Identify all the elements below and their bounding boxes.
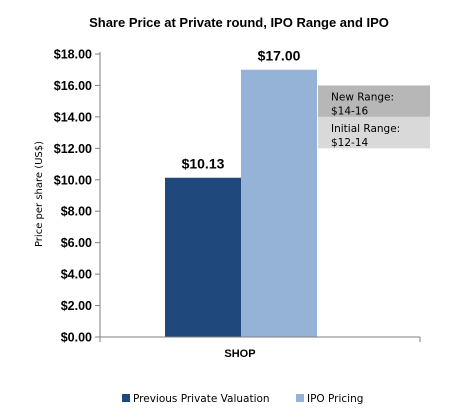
- y-axis-ticks: $0.00 $2.00 $4.00 $6.00 $8.00 $10.00 $12.00 $14…: [54, 48, 100, 345]
- range-box-1: [318, 116, 430, 149]
- bar-ipo-pricing: [241, 69, 317, 337]
- range-box-0: [318, 85, 430, 117]
- legend: Previous Private Valuation IPO Pricing: [122, 393, 363, 405]
- data-labels: $10.13 $17.00: [182, 48, 301, 172]
- y-tick-label-4: $8.00: [61, 205, 92, 219]
- legend-label-0: Previous Private Valuation: [133, 393, 270, 405]
- chart-title: Share Price at Private round, IPO Range …: [89, 15, 389, 30]
- y-tick-label-5: $10.00: [54, 173, 92, 187]
- range-label-title-0: New Range:: [331, 91, 394, 103]
- range-label-value-0: $14-16: [331, 105, 369, 117]
- y-tick-label-2: $4.00: [61, 268, 92, 282]
- y-tick-label-8: $16.00: [54, 79, 92, 93]
- axes: [99, 52, 421, 342]
- legend-label-1: IPO Pricing: [307, 393, 363, 405]
- legend-swatch-1: [296, 394, 304, 402]
- y-tick-label-0: $0.00: [61, 331, 92, 345]
- legend-swatch-0: [122, 394, 130, 402]
- bars: [165, 69, 317, 337]
- y-tick-label-7: $14.00: [54, 110, 92, 124]
- y-tick-label-1: $2.00: [61, 299, 92, 313]
- data-label-0: $10.13: [182, 156, 225, 172]
- range-annotations: New Range: $14-16 Initial Range: $12-14: [318, 85, 430, 149]
- data-label-1: $17.00: [258, 48, 301, 64]
- category-labels: SHOP: [224, 348, 255, 360]
- y-axis-title-group: Price per share (US$): [34, 141, 45, 247]
- range-label-value-1: $12-14: [331, 137, 369, 149]
- category-label-0: SHOP: [224, 348, 255, 360]
- y-tick-label-6: $12.00: [54, 142, 92, 156]
- bar-previous-private-valuation: [165, 177, 241, 337]
- range-label-title-1: Initial Range:: [331, 123, 400, 135]
- y-tick-label-3: $6.00: [61, 236, 92, 250]
- y-axis-title: Price per share (US$): [34, 141, 45, 247]
- y-tick-label-9: $18.00: [54, 48, 92, 62]
